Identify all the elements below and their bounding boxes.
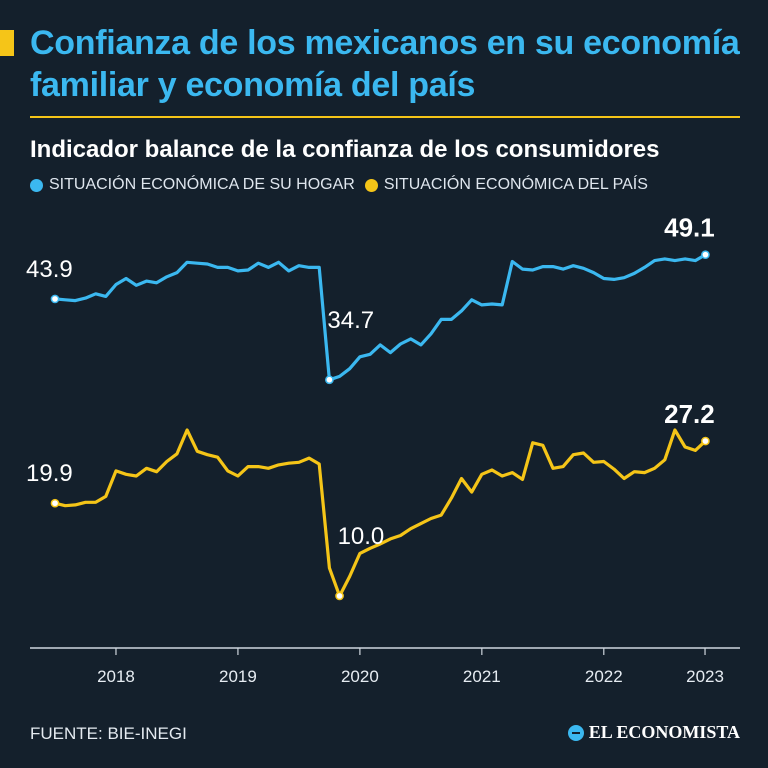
legend-label-hogar: SITUACIÓN ECONÓMICA DE SU HOGAR: [49, 176, 355, 193]
x-tick-label-2022: 2022: [585, 667, 623, 686]
legend-item-hogar: SITUACIÓN ECONÓMICA DE SU HOGAR: [30, 176, 355, 194]
x-tick-label-2023: 2023: [686, 667, 724, 686]
data-label-pais-min: 10.0: [338, 523, 385, 550]
legend-label-pais: SITUACIÓN ECONÓMICA DEL PAÍS: [383, 176, 648, 193]
page-title: Confianza de los mexicanos en su economí…: [30, 24, 740, 104]
title-divider: [30, 116, 740, 118]
series-line-pais: [53, 428, 708, 598]
marker-pais-start: [50, 498, 60, 508]
data-label-hogar-start: 43.9: [26, 256, 73, 283]
marker-pais-end: [701, 436, 710, 446]
source-note: FUENTE: BIE-INEGI: [30, 724, 187, 743]
brand-icon: [567, 724, 584, 741]
brand-name: EL ECONOMISTA: [588, 722, 740, 742]
x-tick-label-2019: 2019: [219, 667, 257, 686]
chart-legend: SITUACIÓN ECONÓMICA DE SU HOGAR SITUACIÓ…: [30, 176, 658, 194]
marker-hogar-min: [325, 375, 334, 385]
brand-logo: EL ECONOMISTA: [567, 722, 740, 743]
legend-dot-hogar: [30, 178, 43, 192]
data-label-pais-end: 27.2: [664, 399, 715, 429]
x-tick-label-2021: 2021: [463, 667, 501, 686]
x-tick-label-2018: 2018: [97, 667, 135, 686]
series-line-hogar: [53, 253, 708, 382]
marker-hogar-end: [701, 250, 710, 260]
data-label-pais-start: 19.9: [26, 460, 73, 487]
data-label-hogar-end: 49.1: [664, 213, 715, 243]
legend-dot-pais: [364, 178, 378, 192]
marker-pais-min: [335, 591, 344, 601]
marker-hogar-start: [50, 294, 60, 304]
legend-item-pais: SITUACIÓN ECONÓMICA DEL PAÍS: [364, 176, 648, 194]
chart-subtitle: Indicador balance de la confianza de los…: [30, 136, 660, 163]
x-tick-label-2020: 2020: [341, 667, 379, 686]
title-accent-bar: [0, 30, 14, 56]
data-label-hogar-min: 34.7: [327, 307, 374, 334]
